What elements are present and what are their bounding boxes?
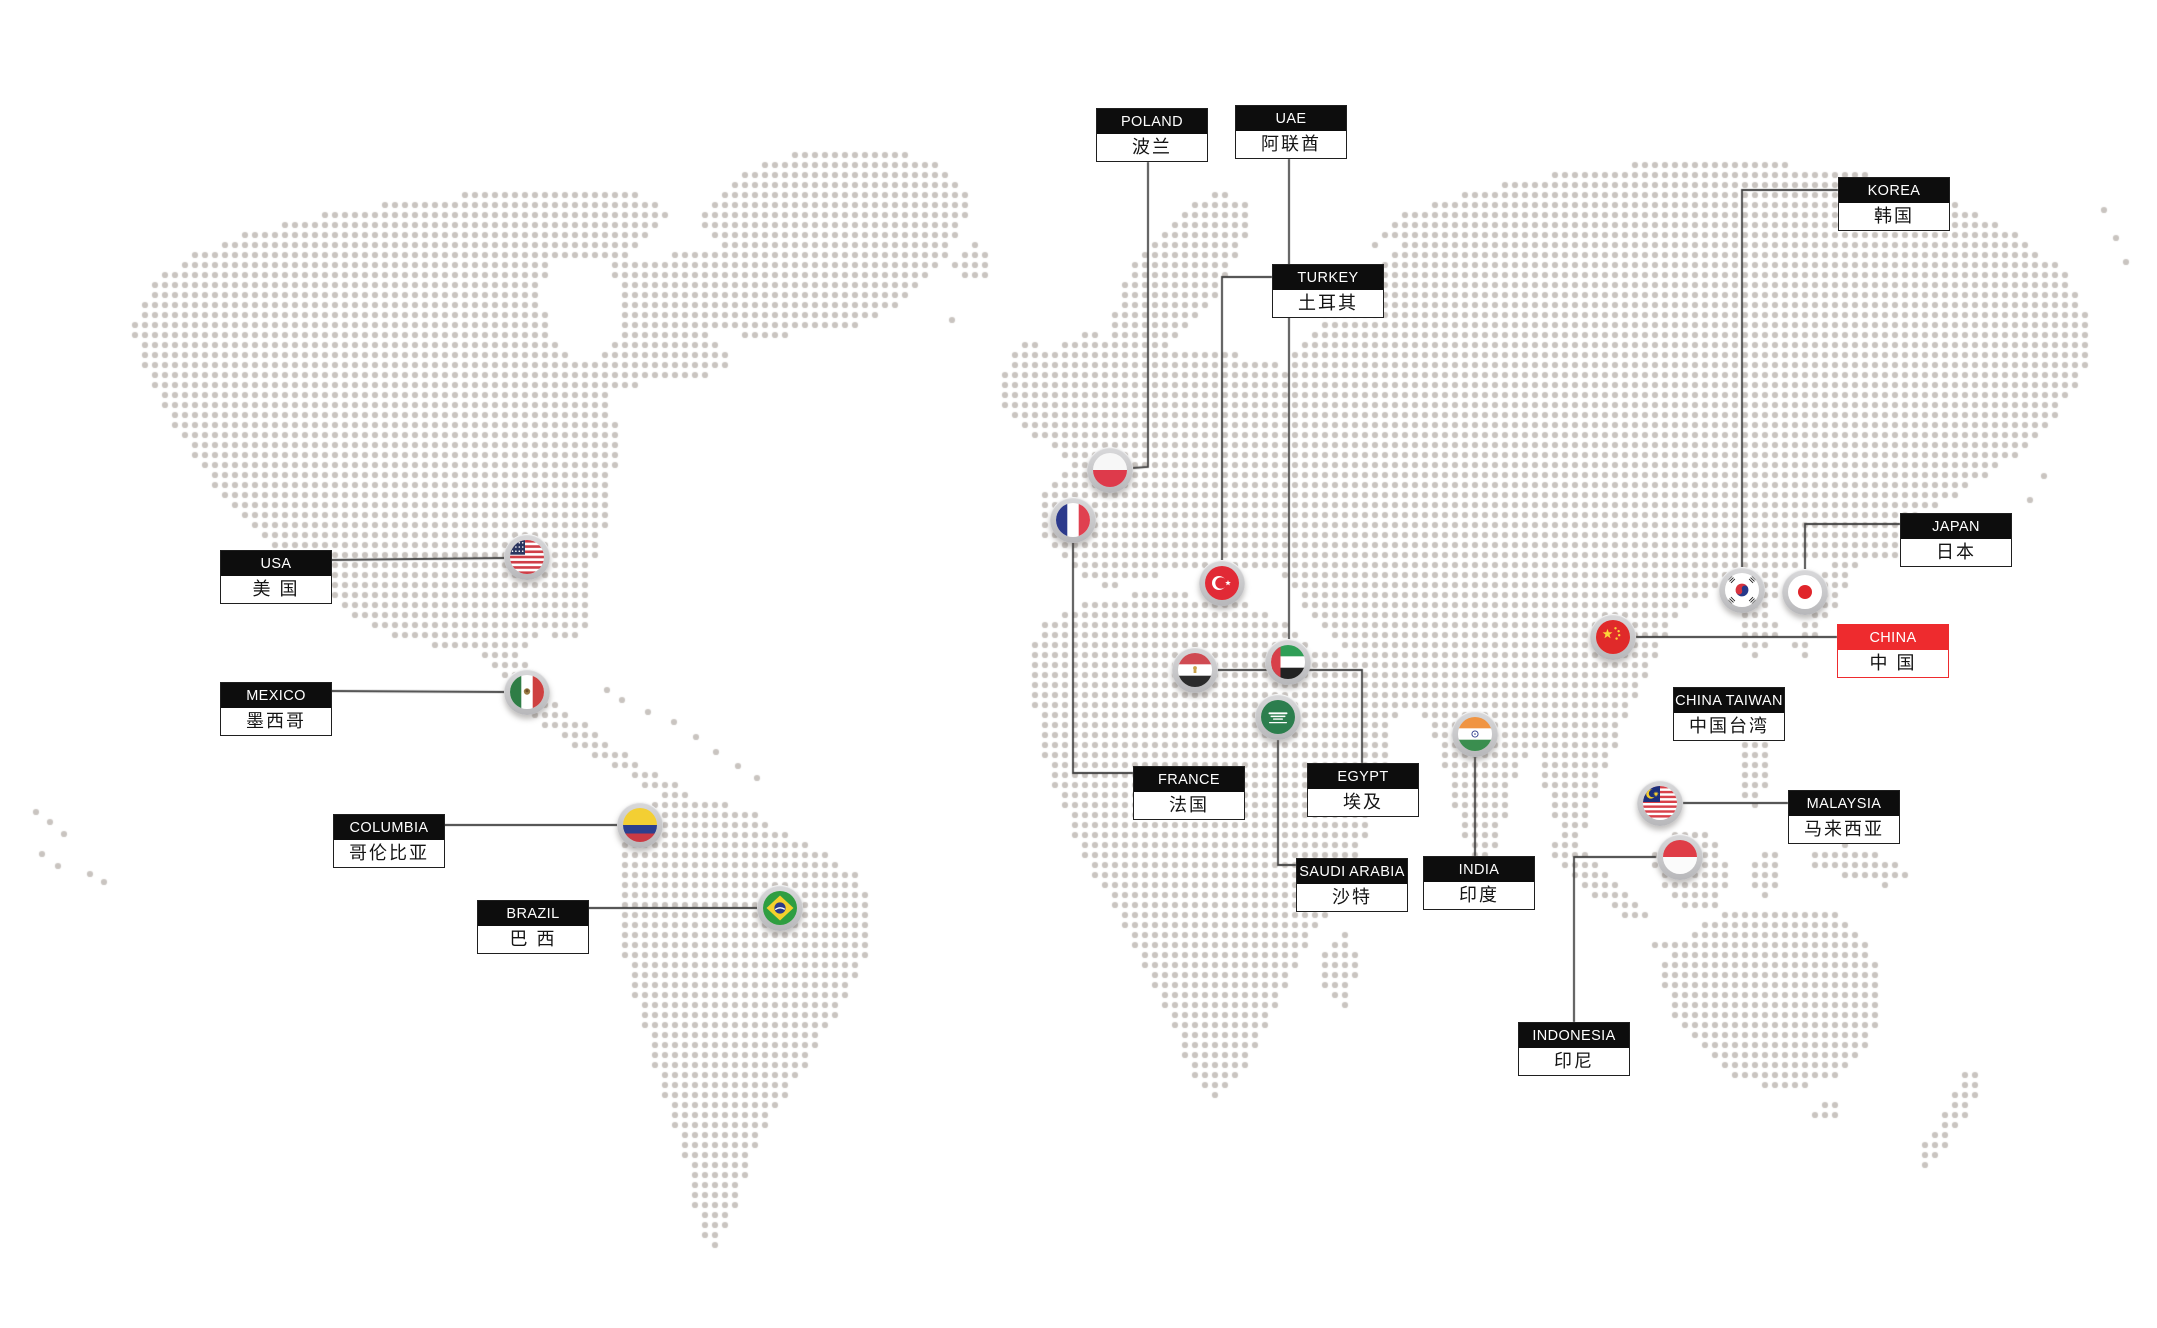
flag-marker-malaysia <box>1637 780 1683 826</box>
country-name-en: CHINA TAIWAN <box>1674 688 1784 713</box>
country-label-japan: JAPAN 日本 <box>1900 513 2012 567</box>
flag-marker-columbia <box>617 802 663 848</box>
country-label-poland: POLAND 波兰 <box>1096 108 1208 162</box>
country-label-egypt: EGYPT 埃及 <box>1307 763 1419 817</box>
mexico-flag-icon <box>510 675 544 709</box>
country-label-turkey: TURKEY 土耳其 <box>1272 264 1384 318</box>
country-name-en: KOREA <box>1839 178 1949 203</box>
indonesia-flag-icon <box>1663 840 1697 874</box>
saudi-arabia-flag-icon <box>1261 700 1295 734</box>
country-name-en: UAE <box>1236 106 1346 131</box>
country-label-usa: USA 美 国 <box>220 550 332 604</box>
country-name-en: INDIA <box>1424 857 1534 882</box>
country-label-malaysia: MALAYSIA 马来西亚 <box>1788 790 1900 844</box>
uae-flag-icon <box>1271 645 1305 679</box>
flag-marker-poland <box>1087 447 1133 493</box>
country-name-zh: 美 国 <box>221 576 331 603</box>
flag-marker-korea <box>1719 567 1765 613</box>
country-name-zh: 阿联酋 <box>1236 131 1346 158</box>
country-name-en: TURKEY <box>1273 265 1383 290</box>
korea-flag-icon <box>1725 573 1759 607</box>
country-name-en: BRAZIL <box>478 901 588 926</box>
country-name-en: MALAYSIA <box>1789 791 1899 816</box>
colombia-flag-icon <box>623 808 657 842</box>
country-label-mexico: MEXICO 墨西哥 <box>220 682 332 736</box>
country-name-zh: 埃及 <box>1308 789 1418 816</box>
country-name-en: FRANCE <box>1134 767 1244 792</box>
egypt-flag-icon <box>1178 653 1212 687</box>
country-name-zh: 印尼 <box>1519 1048 1629 1075</box>
country-name-zh: 法国 <box>1134 792 1244 819</box>
country-label-saudi-arabia: SAUDI ARABIA 沙特 <box>1296 858 1408 912</box>
country-name-en: INDONESIA <box>1519 1023 1629 1048</box>
country-name-zh: 土耳其 <box>1273 290 1383 317</box>
country-label-brazil: BRAZIL 巴 西 <box>477 900 589 954</box>
country-name-zh: 韩国 <box>1839 203 1949 230</box>
country-name-en: CHINA <box>1838 625 1948 650</box>
country-label-korea: KOREA 韩国 <box>1838 177 1950 231</box>
flag-marker-saudi-arabia <box>1255 694 1301 740</box>
country-name-en: POLAND <box>1097 109 1207 134</box>
china-flag-icon <box>1596 620 1630 654</box>
flag-marker-india <box>1452 711 1498 757</box>
country-name-zh: 日本 <box>1901 539 2011 566</box>
country-label-uae: UAE 阿联酋 <box>1235 105 1347 159</box>
country-label-china: CHINA 中 国 <box>1837 624 1949 678</box>
flag-marker-france <box>1050 497 1096 543</box>
country-name-zh: 巴 西 <box>478 926 588 953</box>
country-label-france: FRANCE 法国 <box>1133 766 1245 820</box>
brazil-flag-icon <box>763 891 797 925</box>
country-name-en: USA <box>221 551 331 576</box>
country-name-en: SAUDI ARABIA <box>1297 859 1407 884</box>
flag-marker-egypt <box>1172 647 1218 693</box>
country-name-zh: 印度 <box>1424 882 1534 909</box>
country-name-en: JAPAN <box>1901 514 2011 539</box>
country-label-indonesia: INDONESIA 印尼 <box>1518 1022 1630 1076</box>
france-flag-icon <box>1056 503 1090 537</box>
flag-marker-uae <box>1265 639 1311 685</box>
japan-flag-icon <box>1788 575 1822 609</box>
country-name-zh: 中国台湾 <box>1674 713 1784 740</box>
country-name-zh: 波兰 <box>1097 134 1207 161</box>
country-name-en: MEXICO <box>221 683 331 708</box>
flag-marker-china <box>1590 614 1636 660</box>
india-flag-icon <box>1458 717 1492 751</box>
country-name-en: EGYPT <box>1308 764 1418 789</box>
usa-flag-icon <box>510 540 544 574</box>
flag-marker-usa <box>504 534 550 580</box>
country-name-en: COLUMBIA <box>334 815 444 840</box>
flag-marker-japan <box>1782 569 1828 615</box>
country-name-zh: 沙特 <box>1297 884 1407 911</box>
flag-marker-turkey <box>1199 560 1245 606</box>
flag-marker-mexico <box>504 669 550 715</box>
malaysia-flag-icon <box>1643 786 1677 820</box>
flag-marker-indonesia <box>1657 834 1703 880</box>
poland-flag-icon <box>1093 453 1127 487</box>
country-name-zh: 马来西亚 <box>1789 816 1899 843</box>
country-name-zh: 墨西哥 <box>221 708 331 735</box>
country-name-zh: 中 国 <box>1838 650 1948 677</box>
turkey-flag-icon <box>1205 566 1239 600</box>
country-label-india: INDIA 印度 <box>1423 856 1535 910</box>
country-label-columbia: COLUMBIA 哥伦比亚 <box>333 814 445 868</box>
country-label-china-taiwan: CHINA TAIWAN 中国台湾 <box>1673 687 1785 741</box>
flag-marker-brazil <box>757 885 803 931</box>
country-name-zh: 哥伦比亚 <box>334 840 444 867</box>
